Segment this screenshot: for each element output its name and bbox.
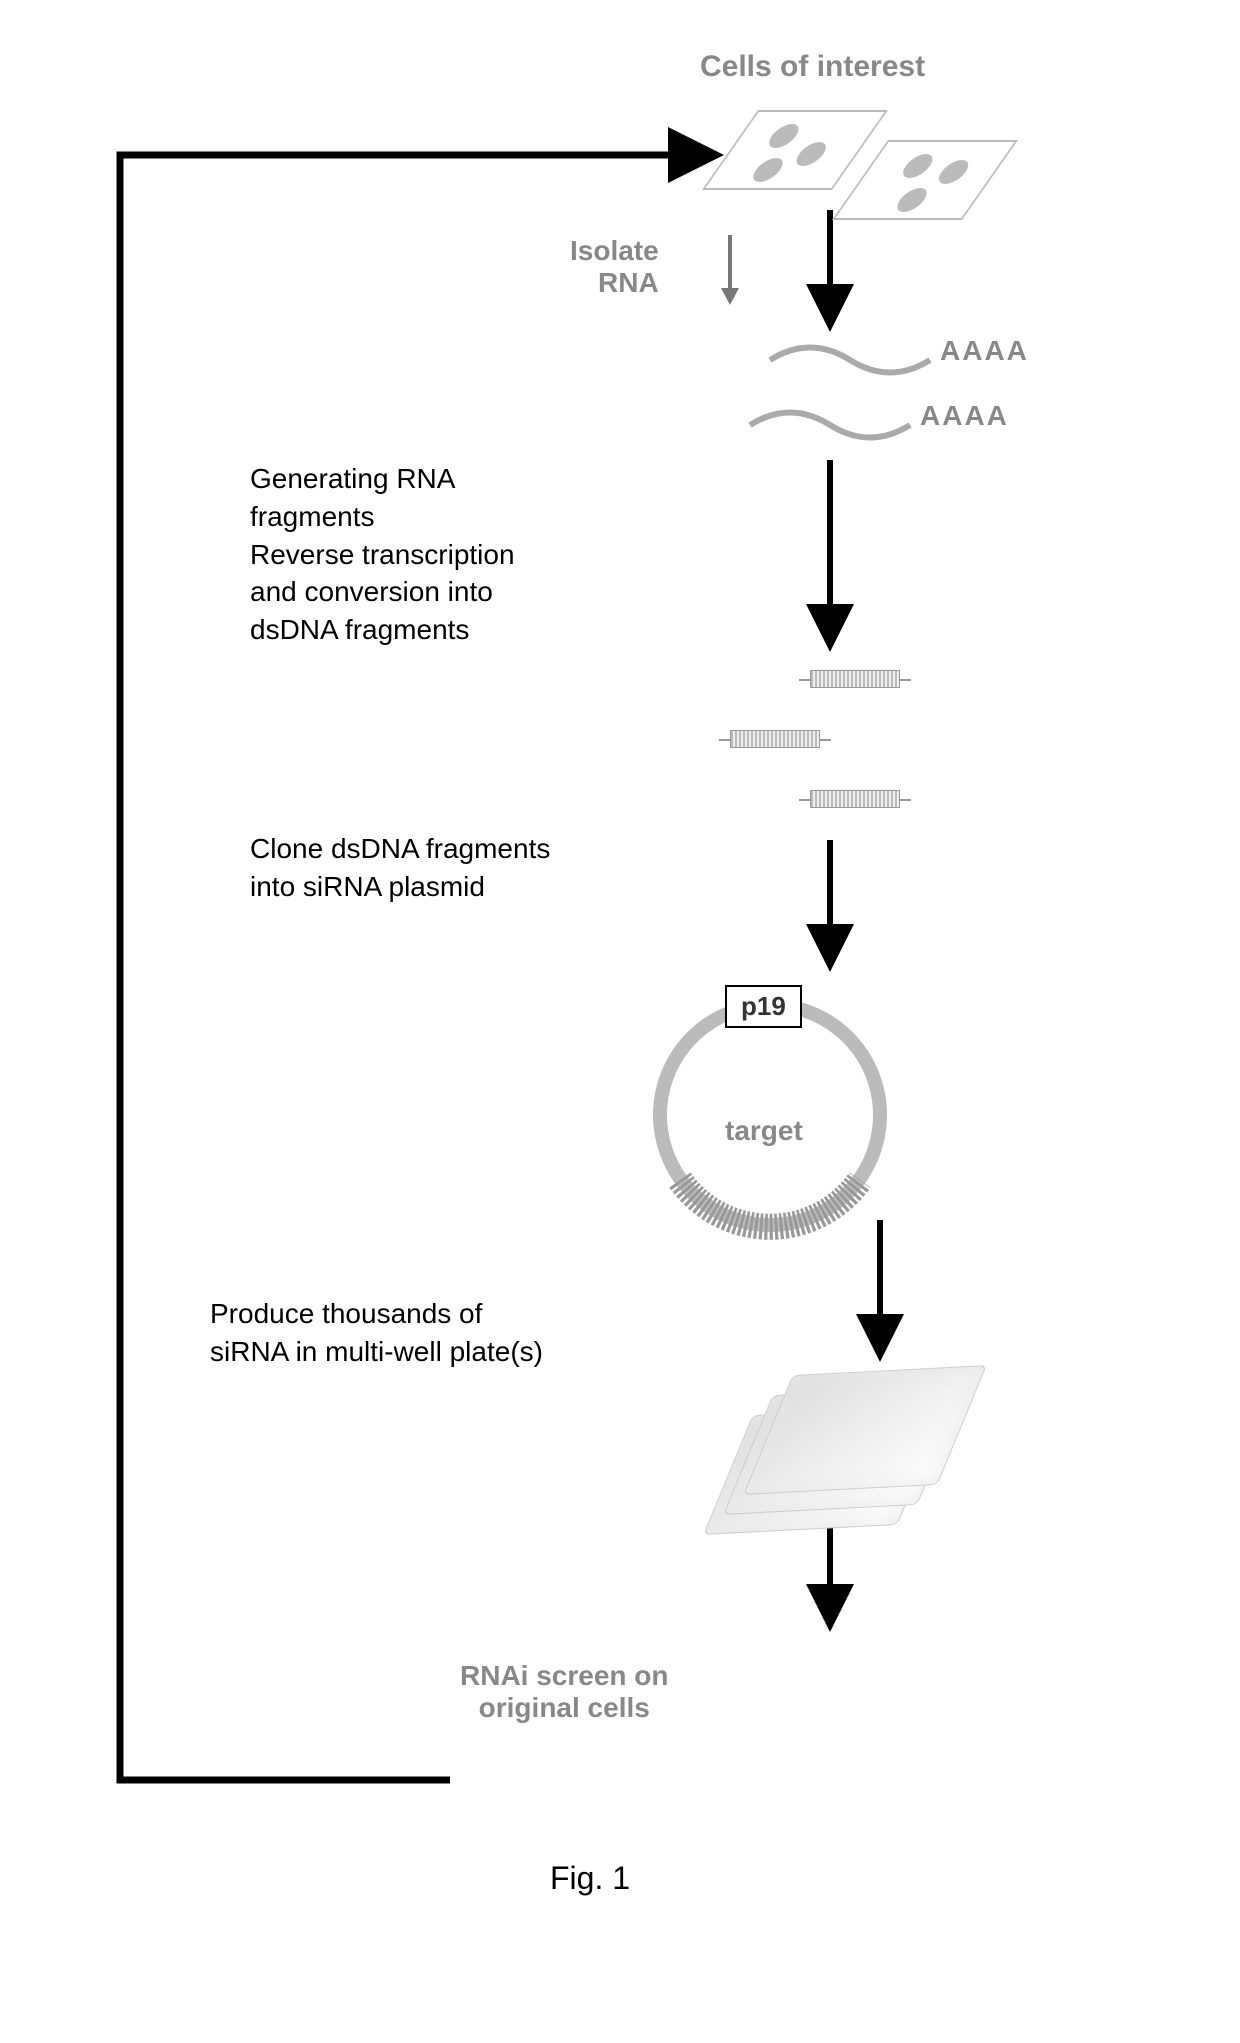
cell-dot: [763, 124, 804, 148]
cell-dot: [748, 158, 789, 182]
dsdna-fragment: [730, 730, 820, 748]
mrna-strand-1: [770, 348, 930, 373]
polya-label-1: AAAA: [940, 335, 1029, 367]
label-isolate-rna: Isolate RNA: [570, 235, 659, 299]
cell-dot: [892, 188, 933, 212]
workflow-diagram: Cells of interest Isolate RNA AAAA AAAA …: [70, 40, 1170, 1940]
label-rnai-screen: RNAi screen on original cells: [460, 1660, 669, 1724]
plasmid-p19-box: p19: [725, 985, 802, 1028]
cell-dot: [791, 142, 832, 166]
figure-caption: Fig. 1: [550, 1860, 630, 1897]
dsdna-fragment: [810, 670, 900, 688]
title-cells-of-interest: Cells of interest: [700, 50, 925, 84]
arrows-layer: [70, 40, 1170, 1940]
cell-dot: [933, 160, 974, 184]
label-clone-dsdna: Clone dsDNA fragments into siRNA plasmid: [250, 830, 550, 906]
cell-dot: [897, 154, 938, 178]
plasmid-target-label: target: [725, 1115, 803, 1147]
dsdna-fragment: [810, 790, 900, 808]
label-generate-fragments: Generating RNA fragments Reverse transcr…: [250, 460, 515, 649]
label-produce-sirna: Produce thousands of siRNA in multi-well…: [210, 1295, 543, 1371]
mrna-strand-2: [750, 413, 910, 438]
feedback-loop-line: [120, 155, 710, 1780]
polya-label-2: AAAA: [920, 400, 1009, 432]
